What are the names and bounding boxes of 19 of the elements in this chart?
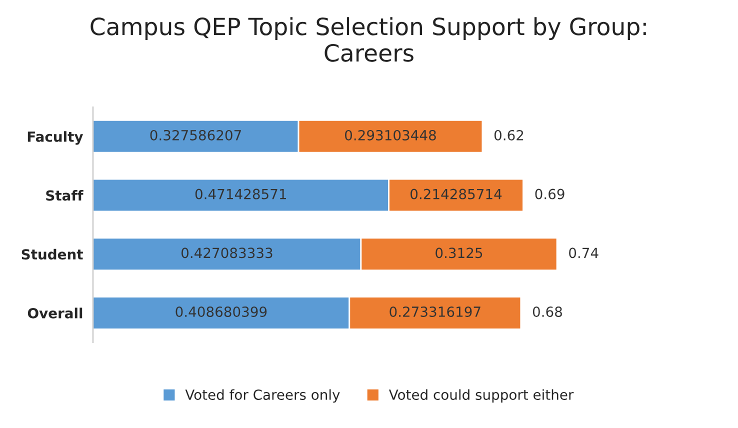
legend-label: Voted for Careers only [185,389,340,403]
chart-title: Campus QEP Topic Selection Support by Group: Careers [90,17,646,62]
data-label: 0.214285714 [410,188,502,200]
total-label: 0.74 [569,248,598,258]
total-label: 0.69 [535,188,564,200]
data-label: 0.471428571 [195,188,286,200]
data-label: 0.3125 [436,248,482,258]
y-tick-label: Staff [46,190,84,201]
y-tick-label: Faculty [28,131,84,145]
data-label: 0.427083333 [182,248,272,258]
data-label: 0.273316197 [390,306,480,318]
y-tick-label: Student [22,248,83,260]
data-label: 0.327586207 [150,130,241,140]
total-label: 0.68 [532,306,562,318]
y-tick-label: Overall [28,308,82,318]
data-label: 0.293103448 [345,130,436,140]
total-label: 0.62 [494,130,524,140]
legend-label: Voted could support either [388,389,574,403]
data-label: 0.408680399 [176,306,267,318]
